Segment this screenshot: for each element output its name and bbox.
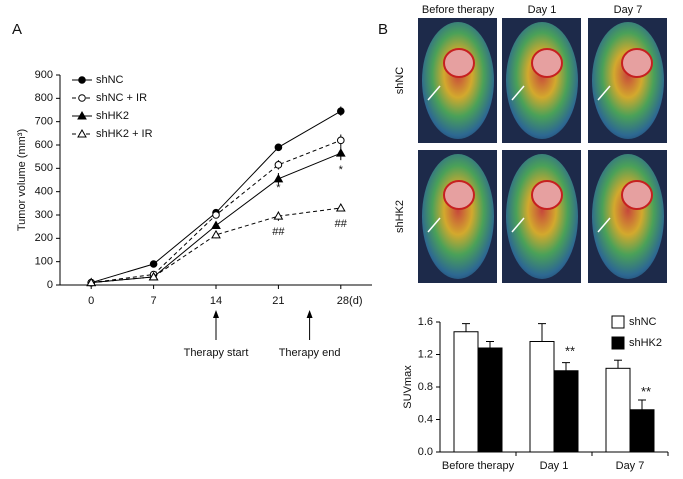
column-label: Day 1 <box>528 4 557 16</box>
data-point <box>335 148 346 157</box>
data-point <box>211 229 221 239</box>
panel-label: B <box>378 21 388 38</box>
column-label: Before therapy <box>422 4 495 16</box>
pet-body <box>592 154 664 279</box>
y-tick-label: 600 <box>35 139 53 151</box>
y-tick-label: 0.4 <box>418 413 433 425</box>
bar <box>605 367 631 453</box>
x-tick-label: 0 <box>88 295 94 307</box>
data-point <box>337 136 345 145</box>
pet-hotspot <box>531 48 563 78</box>
y-tick-label: 200 <box>35 232 53 244</box>
data-point <box>273 211 284 220</box>
data-point <box>148 271 159 281</box>
arrow <box>597 85 611 101</box>
annotation: * <box>339 164 344 176</box>
y-tick-label: 900 <box>35 69 53 81</box>
data-point <box>212 211 220 219</box>
x-tick-label: 21 <box>272 295 284 307</box>
row-label: shHK2 <box>394 200 406 233</box>
y-axis-label: SUVmax <box>402 365 414 409</box>
arrow <box>427 85 441 101</box>
legend-marker <box>77 110 87 120</box>
x-tick-label: 14 <box>210 295 222 307</box>
panel-label: A <box>12 21 22 38</box>
data-point <box>211 220 221 229</box>
arrow <box>511 85 525 101</box>
y-tick-label: 400 <box>35 186 53 198</box>
annotation: ** <box>641 384 651 399</box>
pet-hotspot <box>531 180 563 210</box>
y-tick-label: 0.8 <box>418 381 433 393</box>
y-tick-label: 700 <box>35 116 53 128</box>
legend-marker <box>78 76 86 84</box>
annotation: * <box>276 182 281 194</box>
data-point <box>149 260 158 268</box>
arrow <box>511 217 525 233</box>
arrow-head <box>306 310 313 318</box>
y-tick-label: 1.6 <box>418 316 433 328</box>
pet-hotspot <box>621 48 653 78</box>
x-tick-label: Before therapy <box>442 460 515 472</box>
x-tick-label: 28(d) <box>337 295 363 307</box>
x-tick-label: Day 1 <box>540 460 569 472</box>
legend-label: shHK2 <box>96 110 129 122</box>
x-tick-label: 7 <box>151 295 157 307</box>
legend-marker <box>78 94 86 102</box>
pet-hotspot <box>621 180 653 210</box>
data-point <box>335 202 346 212</box>
pet-body <box>422 22 494 139</box>
arrow-label: Therapy end <box>279 347 341 359</box>
annotation: ** <box>565 344 575 359</box>
y-tick-label: 0 <box>47 279 53 291</box>
pet-body <box>592 22 664 139</box>
y-axis-label: Tumor volume (mm³) <box>16 129 28 231</box>
legend-label: shHK2 <box>629 337 662 349</box>
x-tick-label: Day 7 <box>616 460 645 472</box>
bar <box>477 347 503 453</box>
arrow-label: Therapy start <box>184 347 249 359</box>
legend-swatch <box>611 336 625 350</box>
y-tick-label: 1.2 <box>418 348 433 360</box>
legend-marker <box>77 128 87 138</box>
annotation: ## <box>335 218 348 230</box>
legend-label: shHK2 + IR <box>96 128 153 140</box>
pet-hotspot <box>443 48 475 78</box>
y-tick-label: 300 <box>35 209 53 221</box>
pet-body <box>506 154 578 279</box>
y-tick-label: 100 <box>35 256 53 268</box>
legend-label: shNC <box>629 316 657 328</box>
arrow-head <box>213 310 219 318</box>
bar <box>553 370 579 453</box>
data-point <box>86 277 97 287</box>
y-tick-label: 500 <box>35 162 53 174</box>
arrow <box>427 217 441 233</box>
annotation: ## <box>272 226 285 238</box>
pet-hotspot <box>443 180 475 210</box>
column-label: Day 7 <box>614 4 643 16</box>
data-point <box>273 173 284 183</box>
arrow <box>597 217 611 233</box>
data-point <box>337 107 345 115</box>
bar <box>453 331 479 453</box>
bar <box>529 341 555 453</box>
pet-body <box>422 154 494 279</box>
legend-label: shNC <box>96 74 124 86</box>
y-tick-label: 0.0 <box>418 446 433 458</box>
legend-label: shNC + IR <box>96 92 147 104</box>
pet-body <box>506 22 578 139</box>
data-point <box>274 143 283 152</box>
data-point <box>274 161 283 169</box>
bar <box>629 409 655 453</box>
legend-swatch <box>611 315 625 329</box>
y-tick-label: 800 <box>35 92 53 104</box>
row-label: shNC <box>394 67 406 95</box>
